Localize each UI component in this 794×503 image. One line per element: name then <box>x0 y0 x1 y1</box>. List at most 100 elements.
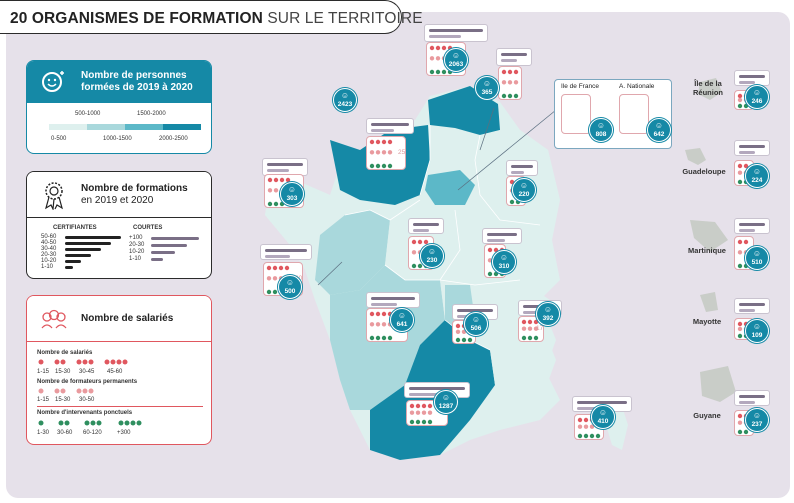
person-icon <box>381 150 387 155</box>
trained-count-badge: ☺ 220 <box>512 178 536 202</box>
int-item-1: 1-30 <box>37 430 50 436</box>
name-card <box>734 140 770 156</box>
legend-trained: Nombre de personnes formées de 2019 à 20… <box>26 60 212 154</box>
name-card <box>496 48 532 66</box>
person-icon <box>375 335 381 341</box>
person-icon <box>272 265 278 271</box>
staff-icons <box>409 403 433 425</box>
court-row: 10-20 <box>129 249 209 255</box>
person-icon <box>527 335 533 341</box>
header-divider <box>27 217 211 218</box>
person-icon <box>387 150 393 155</box>
intervenants-icons <box>38 420 142 426</box>
person-icon <box>266 289 272 295</box>
person-icon <box>583 433 589 439</box>
person-icon <box>577 417 583 423</box>
scale-swatch-2 <box>87 124 125 130</box>
name-bar <box>371 129 394 132</box>
form-item-2: 15-30 <box>55 397 71 403</box>
trained-count-badge: ☺ 246 <box>745 85 769 109</box>
name-bar <box>739 81 755 84</box>
legend-trained-title-1: Nombre de personnes <box>81 70 187 81</box>
label-guyane: Guyane <box>693 411 721 420</box>
smile-icon: ☺ <box>451 51 461 60</box>
person-icon <box>743 429 749 435</box>
person-icon <box>279 177 285 183</box>
salaries-divider <box>37 406 203 407</box>
smile-icon: ☺ <box>427 247 437 256</box>
legend-salaries-header: Nombre de salariés <box>27 296 211 342</box>
smile-icon: ☺ <box>654 121 664 130</box>
smile-icon: ☺ <box>752 411 762 420</box>
trained-count-badge: ☺ 109 <box>745 319 769 343</box>
person-icon <box>501 93 507 99</box>
trained-count-badge: ☺ 365 <box>475 76 499 100</box>
label-mayotte: Mayotte <box>692 317 722 326</box>
staff-icons <box>521 319 539 341</box>
name-bar <box>511 171 525 174</box>
person-icon <box>284 265 290 271</box>
name-bar <box>429 35 462 38</box>
person-icon <box>507 80 513 85</box>
name-bar <box>487 233 517 236</box>
formation-count: 17 <box>536 325 544 332</box>
person-icon <box>737 97 743 103</box>
person-icon <box>272 289 278 295</box>
island-reunion <box>698 78 722 100</box>
person-icon <box>411 239 417 245</box>
person-icon <box>527 319 533 325</box>
idf-panel: Ile de France A. Nationale ☺ 808 ☺ 642 <box>554 79 672 149</box>
cert-bar <box>65 266 73 269</box>
person-icon <box>381 311 387 317</box>
legend-trained-header: Nombre de personnes formées de 2019 à 20… <box>27 61 211 103</box>
name-bar <box>371 303 398 306</box>
trained-count-badge: ☺ 2423 <box>333 88 357 112</box>
trained-value: 230 <box>426 257 438 264</box>
trained-value: 642 <box>653 131 665 138</box>
court-row: 20-30 <box>129 242 209 248</box>
name-bar <box>265 249 307 252</box>
name-bar <box>265 255 291 258</box>
person-icon <box>375 163 381 169</box>
name-bar <box>739 395 765 398</box>
person-icon <box>429 45 435 51</box>
name-bar <box>371 297 415 300</box>
person-icon <box>387 335 393 341</box>
person-icon <box>487 247 493 253</box>
trained-count-badge: ☺ 506 <box>464 312 488 336</box>
person-icon <box>272 276 278 281</box>
smile-icon: ☺ <box>596 121 606 130</box>
person-icon <box>375 150 381 155</box>
formateurs-icons <box>38 388 94 394</box>
name-bar <box>739 223 765 226</box>
trained-value: 808 <box>595 131 607 138</box>
person-icon <box>369 139 375 145</box>
person-icon <box>369 322 375 327</box>
smile-icon: ☺ <box>340 91 350 100</box>
person-icon <box>429 56 435 61</box>
cert-row: 1-10 <box>41 264 161 270</box>
trained-count-badge: ☺ 808 <box>589 118 613 142</box>
name-card <box>572 396 632 412</box>
trained-count-badge: ☺ 224 <box>745 164 769 188</box>
person-icon <box>737 326 743 332</box>
legend-formations-title-2: en 2019 et 2020 <box>81 195 154 206</box>
island-guadeloupe <box>685 148 706 165</box>
int-item-2: 30-60 <box>57 430 73 436</box>
smile-icon: ☺ <box>441 393 451 402</box>
name-bar <box>739 151 755 154</box>
trained-count-badge: ☺ 641 <box>390 308 414 332</box>
court-bar <box>151 244 187 247</box>
person-icon <box>417 263 423 269</box>
cert-row: 10-20 <box>41 258 161 264</box>
smile-people-icon <box>37 65 71 99</box>
name-bar <box>413 229 429 232</box>
name-card <box>506 160 538 176</box>
smile-icon: ☺ <box>499 253 509 262</box>
person-icon <box>521 335 527 341</box>
court-bar <box>151 251 175 254</box>
sal-item-1: 1-15 <box>37 369 50 375</box>
person-icon <box>427 403 433 409</box>
person-icon <box>521 319 527 325</box>
